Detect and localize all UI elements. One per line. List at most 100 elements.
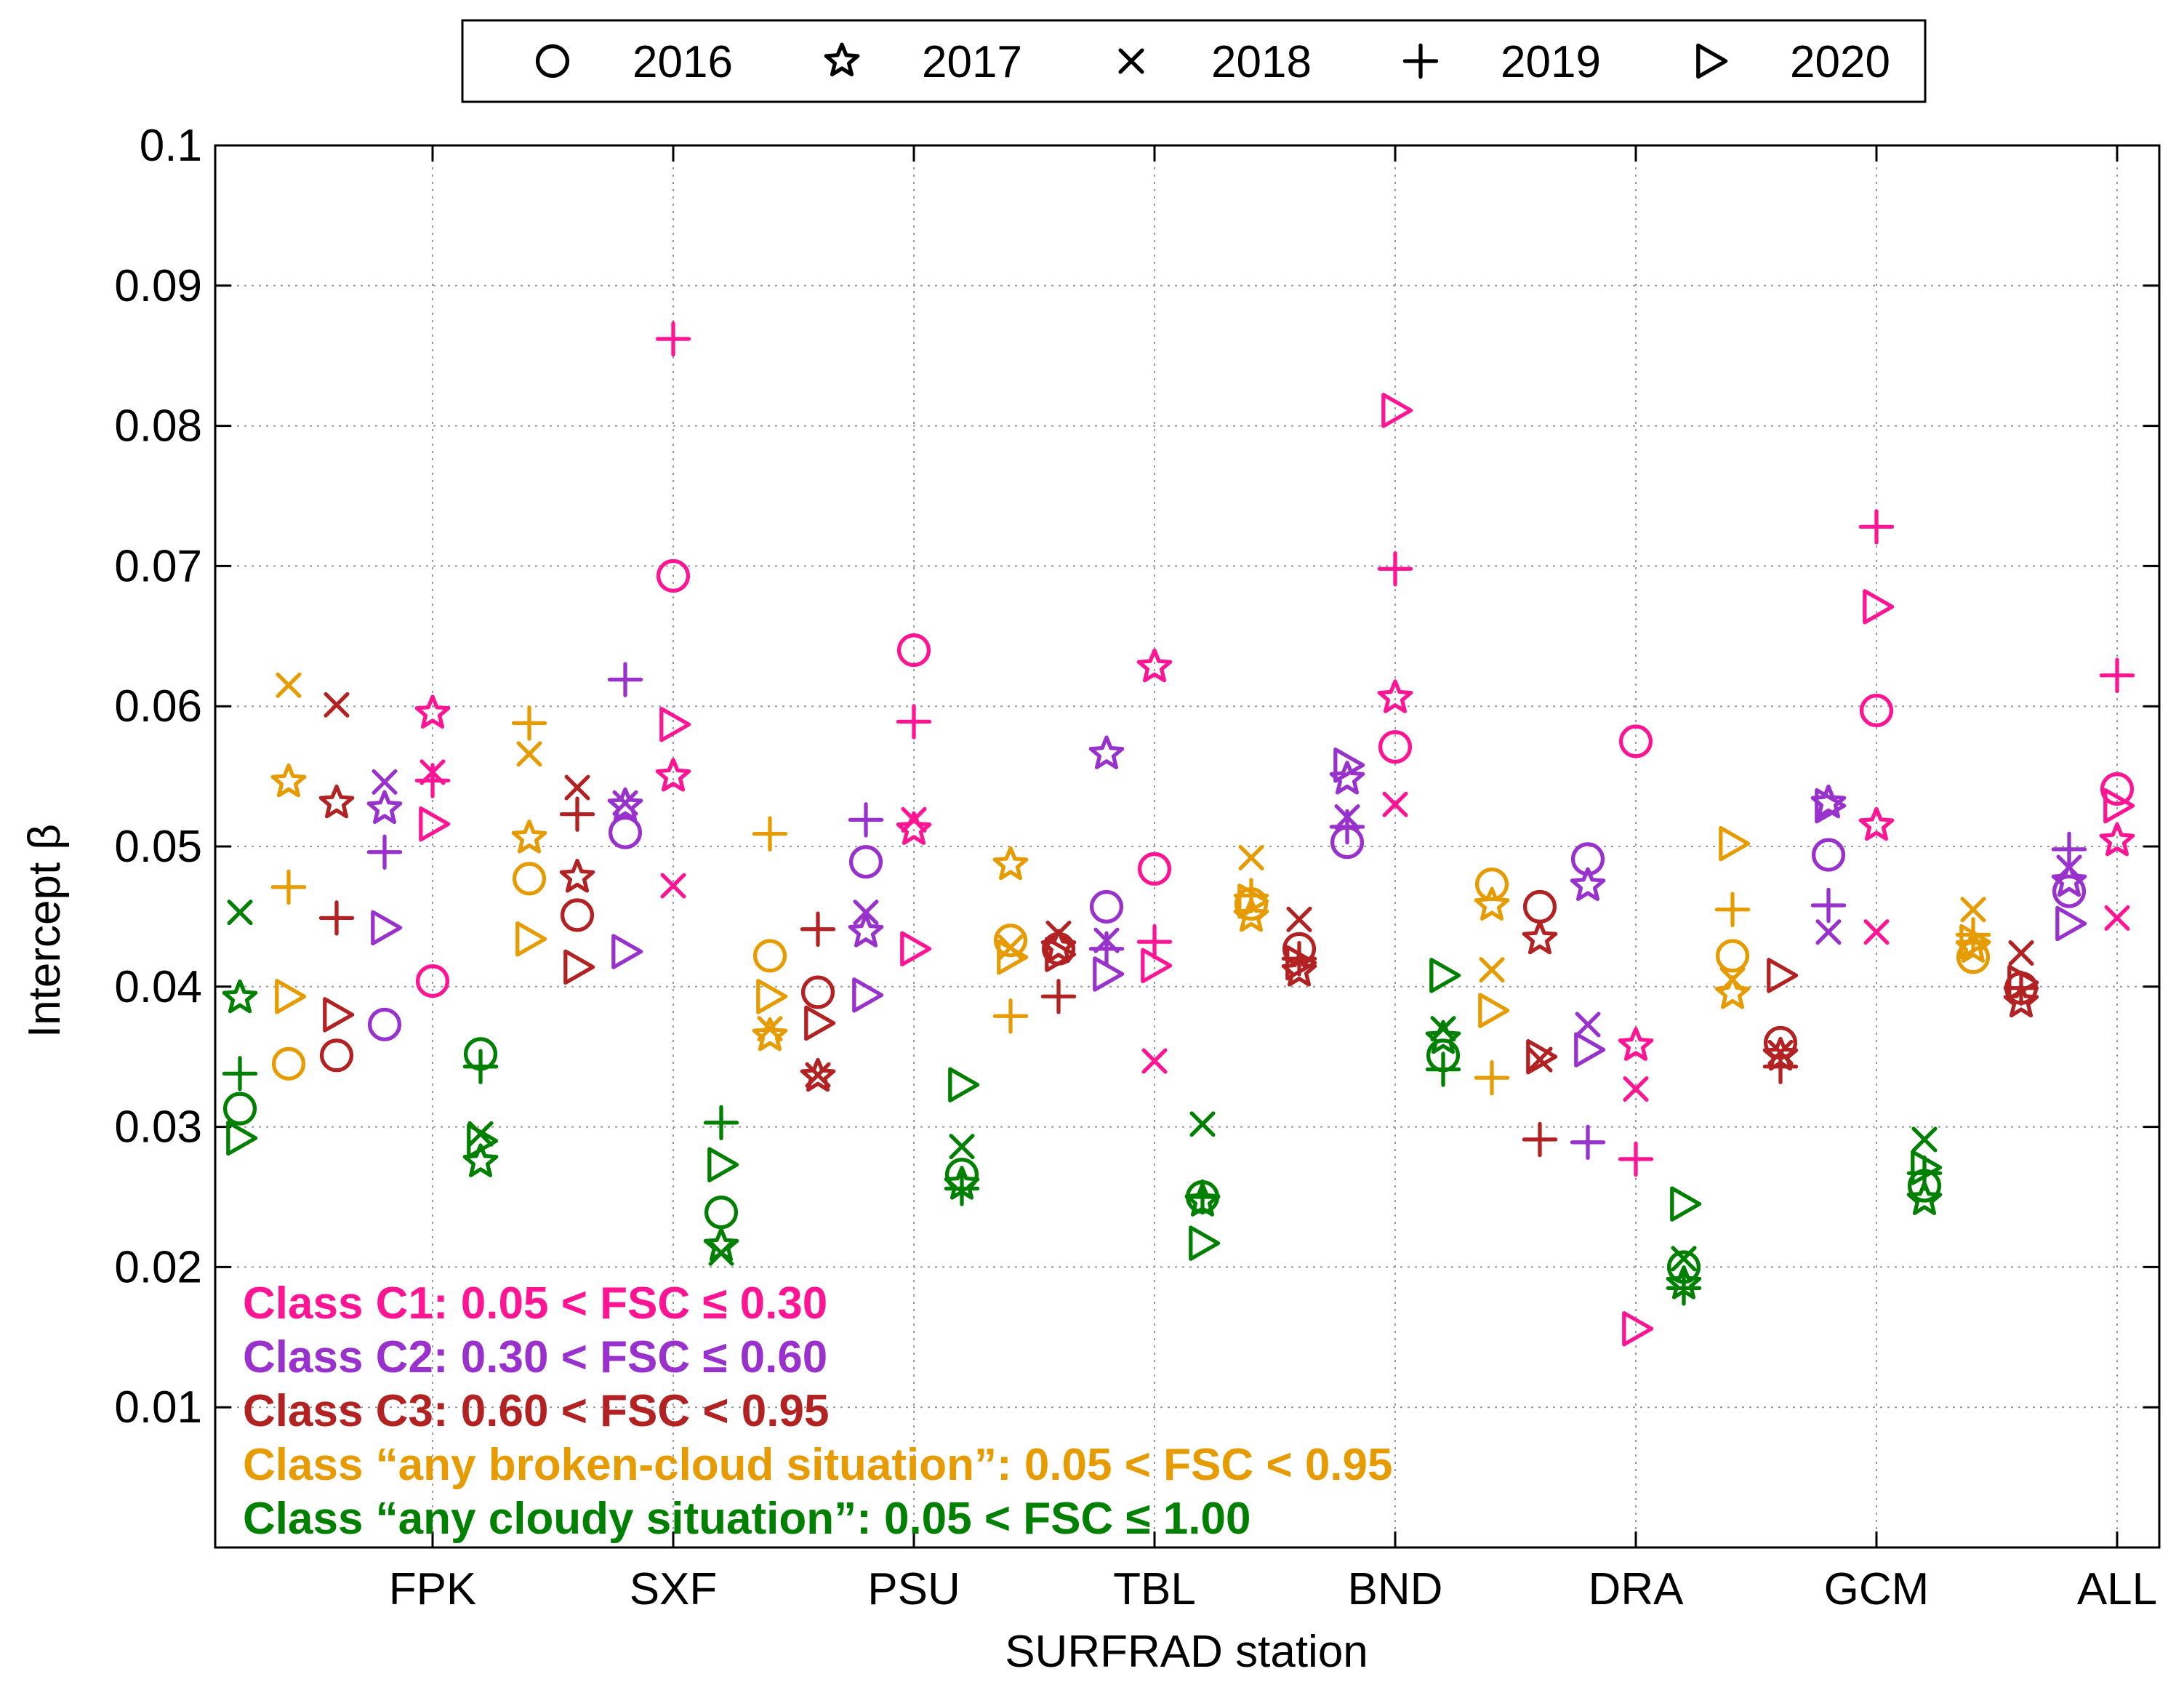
point-all-c1-2019	[2099, 657, 2135, 694]
point-dra-c1-2016	[1618, 724, 1653, 758]
point-fpk-cloudy-2020	[226, 1120, 258, 1156]
point-sxf-c3-2018	[564, 774, 590, 801]
point-tbl-broken-2016	[993, 924, 1028, 958]
x-tick-label-sxf: SXF	[630, 1564, 718, 1614]
point-sxf-broken-2017	[511, 819, 547, 854]
y-axis: 0.01 0.02 0.03 0.04 0.05 0.06 0.07 0.08 0.09 0.1	[114, 121, 2159, 1433]
point-psu-c2-2018	[853, 900, 879, 926]
x-tick-label-tbl: TBL	[1113, 1564, 1196, 1614]
point-tbl-c3-2019	[1040, 979, 1077, 1014]
point-tbl-broken-2017	[992, 846, 1029, 881]
class-note-c3: Class C3: 0.60 < FSC < 0.95	[243, 1386, 829, 1436]
point-sxf-c3-2020	[563, 949, 595, 985]
point-gcm-c2-2016	[1811, 838, 1846, 872]
point-all-c1-2017	[2099, 822, 2135, 857]
x-tick-label-bnd: BND	[1348, 1564, 1443, 1614]
point-sxf-c2-2019	[607, 662, 643, 697]
legend-label: 2018	[1211, 37, 1312, 87]
point-dra-c2-2019	[1570, 1124, 1606, 1161]
class-note-broken: Class “any broken-cloud situation”: 0.05…	[243, 1440, 1392, 1490]
point-dra-c1-2020	[1622, 1310, 1654, 1347]
point-bnd-broken-2018	[1238, 844, 1264, 870]
point-fpk-broken-2020	[275, 979, 307, 1014]
legend-entry-2016: 2016	[535, 37, 733, 87]
point-tbl-c1-2018	[1141, 1048, 1168, 1074]
point-dra-c1-2017	[1618, 1027, 1654, 1061]
y-axis-label: Intercept β	[20, 824, 70, 1038]
x-tick-label-dra: DRA	[1589, 1564, 1685, 1614]
point-dra-c3-2017	[1522, 920, 1558, 955]
point-all-c1-2020	[2103, 788, 2135, 824]
point-psu-broken-2019	[752, 816, 788, 852]
point-all-c2-2020	[2055, 905, 2087, 942]
point-dra-c2-2017	[1570, 867, 1606, 902]
x-tick-label-fpk: FPK	[389, 1564, 477, 1614]
point-tbl-c3-2020	[1045, 937, 1077, 972]
point-fpk-c1-2019	[414, 763, 451, 798]
point-fpk-c2-2019	[366, 834, 403, 870]
point-gcm-broken-2016	[1715, 939, 1750, 973]
point-gcm-broken-2019	[1714, 892, 1751, 927]
y-tick-label: 0.04	[114, 962, 202, 1012]
point-dra-cloudy-2019	[1425, 1052, 1461, 1087]
point-sxf-c3-2019	[559, 796, 595, 832]
legend-label: 2020	[1790, 37, 1890, 87]
point-all-broken-2020	[1959, 924, 1991, 960]
point-psu-c2-2019	[848, 802, 884, 838]
point-fpk-broken-2019	[270, 869, 307, 905]
point-all-cloudy-2018	[1911, 1126, 1938, 1153]
legend-marker-star	[824, 42, 860, 77]
point-all-broken-2018	[1960, 897, 1986, 923]
point-dra-cloudy-2018	[1430, 1016, 1456, 1042]
point-psu-c3-2018	[805, 1062, 831, 1088]
point-fpk-c3-2020	[323, 997, 355, 1033]
point-psu-cloudy-2016	[704, 1196, 739, 1230]
point-gcm-c1-2020	[1863, 589, 1895, 625]
point-tbl-broken-2020	[997, 940, 1029, 975]
point-sxf-c2-2018	[612, 790, 638, 816]
point-gcm-c2-2019	[1810, 887, 1847, 924]
y-tick-label: 0.09	[114, 261, 202, 311]
point-fpk-c1-2017	[414, 694, 451, 729]
y-tick-label: 0.1	[140, 121, 202, 171]
point-gcm-broken-2020	[1719, 825, 1751, 862]
point-tbl-c2-2019	[1088, 931, 1125, 966]
point-tbl-cloudy-2018	[949, 1134, 975, 1160]
x-tick-label-psu: PSU	[867, 1564, 960, 1614]
point-psu-c1-2020	[900, 931, 932, 966]
point-dra-cloudy-2020	[1429, 958, 1461, 993]
point-psu-broken-2017	[752, 1017, 788, 1052]
point-tbl-c1-2016	[1137, 852, 1172, 886]
legend-entry-2020: 2020	[1696, 37, 1890, 87]
y-tick-label: 0.05	[114, 822, 202, 872]
point-bnd-c3-2018	[1286, 906, 1312, 932]
point-bnd-c3-2020	[1285, 945, 1317, 981]
point-sxf-c1-2016	[656, 558, 691, 593]
point-gcm-c3-2019	[1762, 1049, 1799, 1084]
point-dra-c2-2018	[1575, 1012, 1601, 1038]
point-psu-broken-2016	[752, 939, 787, 973]
y-tick-label: 0.03	[114, 1102, 202, 1153]
point-sxf-c3-2016	[560, 898, 595, 932]
point-gcm-c2-2020	[1815, 788, 1847, 824]
y-tick-label: 0.06	[114, 681, 202, 732]
legend: 2016 2017 2018 2019 2020	[461, 19, 1927, 103]
data-points	[222, 321, 2135, 1347]
point-fpk-c1-2016	[415, 964, 450, 998]
point-fpk-c3-2017	[318, 784, 355, 819]
y-tick-label: 0.07	[114, 541, 202, 591]
point-bnd-cloudy-2019	[1184, 1179, 1221, 1215]
point-sxf-c1-2019	[655, 321, 691, 357]
legend-marker-plus	[1402, 43, 1439, 79]
legend-entry-2019: 2019	[1402, 37, 1601, 87]
point-all-c2-2017	[2051, 862, 2087, 897]
legend-marker-circle	[535, 44, 570, 79]
point-all-c3-2018	[2008, 940, 2034, 966]
point-sxf-c1-2020	[659, 707, 691, 742]
x-tick-label-all: ALL	[2077, 1564, 2157, 1614]
x-axis: FPK SXF PSU TBL BND DRA GCM ALL	[389, 145, 2157, 1614]
point-sxf-broken-2018	[516, 741, 542, 767]
point-tbl-c2-2020	[1093, 956, 1125, 992]
